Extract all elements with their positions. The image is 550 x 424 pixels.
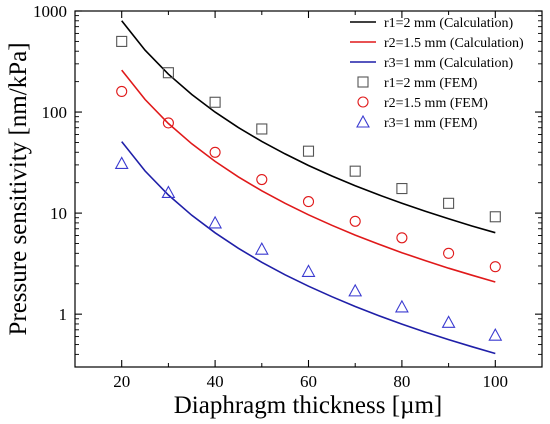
series-markers [114, 35, 503, 341]
y-tick-label: 1000 [33, 2, 67, 21]
legend-marker-swatch [357, 76, 369, 88]
series-5-point [489, 261, 501, 273]
series-5-point [256, 173, 268, 186]
series-6-point [208, 215, 223, 229]
series-4-point [349, 165, 361, 177]
axis-ticks: 20 40 60 80 100 1 10 100 1000 [33, 2, 543, 391]
y-axis-title: Pressure sensitivity [nm/kPa] [5, 42, 32, 335]
series-4-point [116, 35, 128, 47]
legend-label: r2=1.5 mm (FEM) [384, 96, 488, 111]
series-6-point [161, 185, 176, 199]
series-6-point [114, 156, 129, 170]
series-4-point [256, 123, 268, 135]
legend-label: r2=1.5 mm (Calculation) [384, 36, 524, 51]
series-4-point [302, 145, 315, 157]
x-tick-label: 40 [207, 372, 224, 391]
legend-marker-swatch [357, 96, 369, 108]
series-4-point [209, 96, 221, 108]
series-5-point [396, 232, 408, 244]
legend-label: r3=1 mm (FEM) [384, 116, 478, 131]
x-tick-label: 80 [393, 372, 410, 391]
x-tick-label: 60 [300, 372, 317, 391]
x-tick-label: 20 [113, 372, 130, 391]
series-6-point [441, 315, 456, 328]
series-line-1 [121, 20, 496, 234]
series-5-point [443, 247, 455, 259]
series-5-point [209, 146, 221, 158]
y-tick-label: 1 [59, 305, 68, 324]
series-4-point [396, 182, 408, 195]
series-5-point [349, 215, 361, 227]
y-tick-label: 10 [50, 204, 67, 223]
legend-marker-swatch [356, 114, 370, 128]
series-6-point [488, 327, 503, 341]
series-6-point [394, 299, 409, 313]
series-5-point [116, 85, 128, 97]
series-4-point [443, 197, 455, 209]
series-4-point [162, 67, 174, 79]
series-5-point [302, 196, 315, 208]
series-line-3 [121, 141, 496, 355]
series-lines [121, 20, 496, 355]
legend: r1=2 mm (Calculation) r2=1.5 mm (Calculat… [350, 16, 524, 131]
x-axis-title: Diaphragm thickness [µm] [174, 392, 443, 419]
x-tick-label: 100 [483, 372, 509, 391]
legend-label: r3=1 mm (Calculation) [384, 56, 514, 71]
legend-label: r1=2 mm (Calculation) [384, 16, 514, 31]
y-tick-label: 100 [42, 103, 68, 122]
series-6-point [254, 241, 269, 255]
series-5-point [162, 117, 174, 129]
legend-label: r1=2 mm (FEM) [384, 76, 478, 91]
series-line-2 [121, 69, 496, 283]
series-6-point [348, 283, 363, 297]
series-6-point [301, 264, 316, 277]
series-4-point [489, 211, 501, 223]
